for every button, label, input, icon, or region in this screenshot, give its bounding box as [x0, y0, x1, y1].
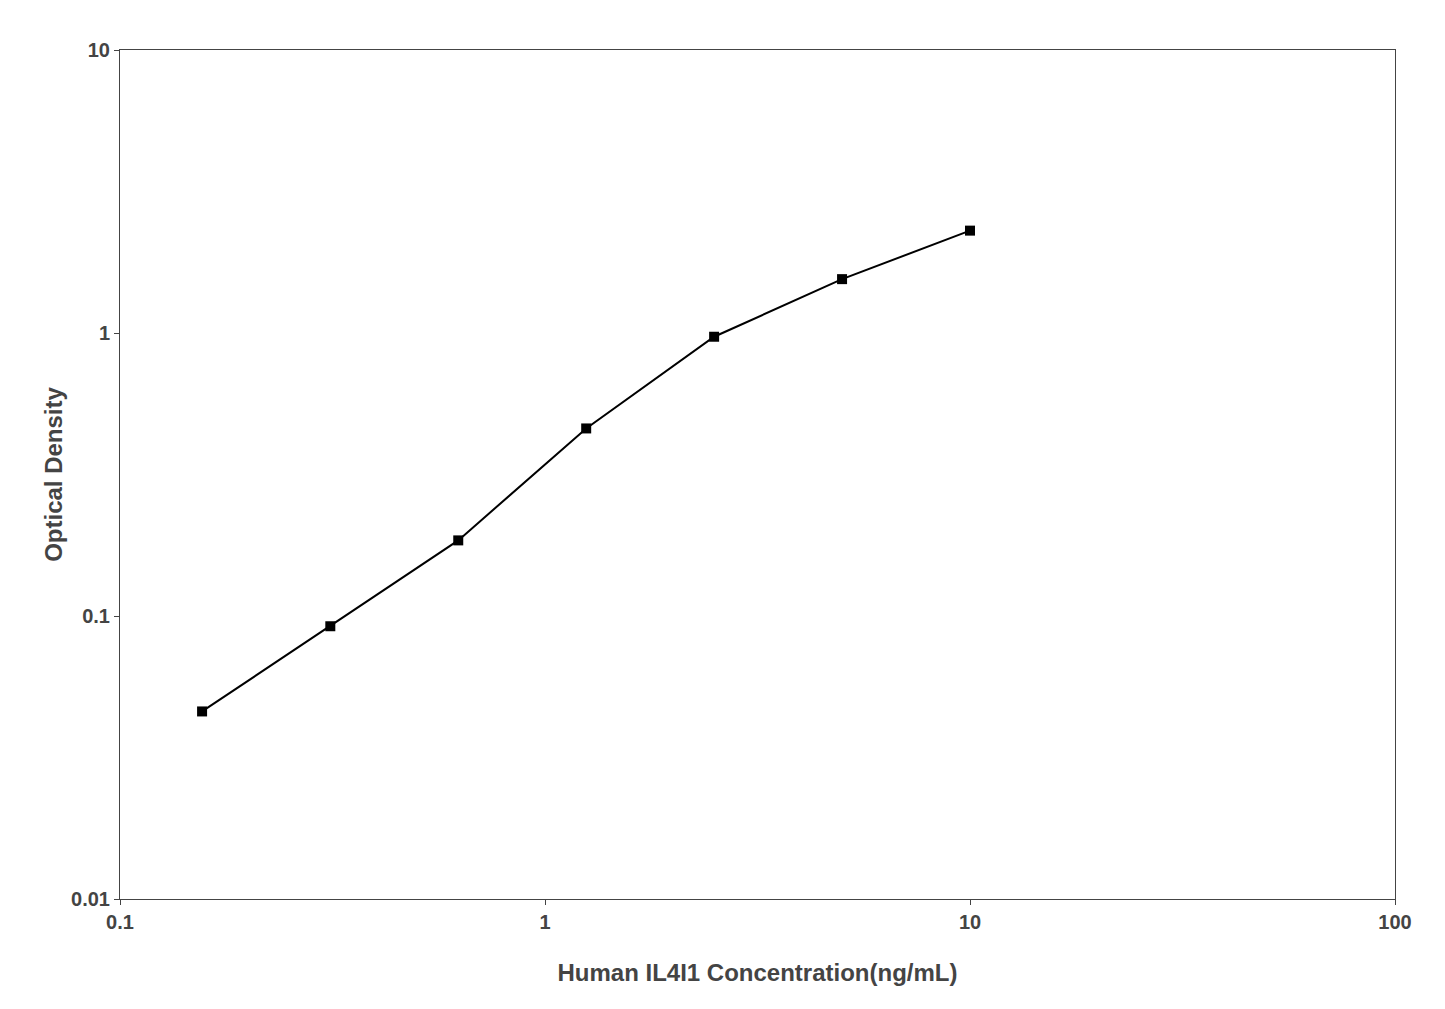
svg-text:1: 1	[539, 911, 550, 933]
svg-text:0.1: 0.1	[82, 605, 110, 627]
svg-text:10: 10	[959, 911, 981, 933]
svg-text:10: 10	[88, 39, 110, 61]
svg-text:0.01: 0.01	[71, 888, 110, 910]
svg-text:0.1: 0.1	[106, 911, 134, 933]
svg-text:1: 1	[99, 322, 110, 344]
svg-text:100: 100	[1378, 911, 1411, 933]
svg-text:Optical Density: Optical Density	[40, 386, 67, 561]
svg-text:Human IL4I1 Concentration(ng/m: Human IL4I1 Concentration(ng/mL)	[557, 959, 957, 986]
